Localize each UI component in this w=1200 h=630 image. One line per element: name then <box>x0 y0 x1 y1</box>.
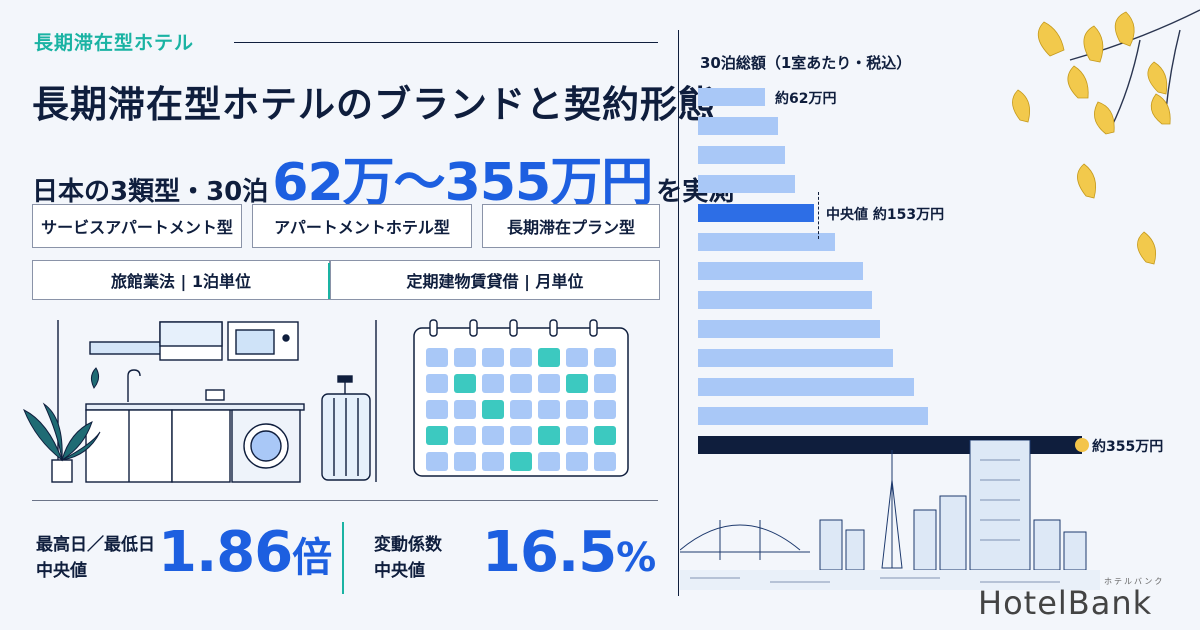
section-divider <box>32 500 658 501</box>
subtitle-prefix: 日本の3類型・30泊 <box>32 177 269 207</box>
hotelbank-logo[interactable]: HotelBank <box>978 584 1153 622</box>
chart-title: 30泊総額（1室あたり・税込） <box>700 54 912 72</box>
bar <box>698 378 914 396</box>
calendar-cell <box>426 374 448 393</box>
ratio-number: 1.86 <box>158 520 293 585</box>
tokyo-skyline-illustration <box>680 440 1100 590</box>
calendar-cell <box>510 426 532 445</box>
calendar-cell <box>594 400 616 419</box>
bar <box>698 407 928 425</box>
calendar-cell <box>426 348 448 367</box>
bar <box>698 320 880 338</box>
calendar-cell <box>594 452 616 471</box>
calendar-cell <box>454 400 476 419</box>
cv-label-line1: 変動係数 <box>374 535 442 555</box>
ratio-label: 最高日／最低日 中央値 <box>36 532 155 584</box>
calendar-cell <box>426 426 448 445</box>
panel-divider <box>678 30 679 596</box>
calendar-cell <box>566 348 588 367</box>
bar <box>698 88 765 106</box>
median-marker <box>818 192 819 239</box>
kitchen-laundry-illustration <box>23 320 377 483</box>
calendar-cell <box>594 374 616 393</box>
bar <box>698 146 785 164</box>
calendar-cell <box>538 348 560 367</box>
calendar-cell <box>454 452 476 471</box>
calendar-cell <box>510 452 532 471</box>
contract-hotel-law: 旅館業法 | 1泊単位 <box>32 260 330 300</box>
stat-separator <box>342 522 344 594</box>
bar <box>698 117 778 135</box>
cv-label: 変動係数 中央値 <box>374 532 442 584</box>
bar-annotation: 約355万円 <box>1092 439 1164 455</box>
calendar-cell <box>566 452 588 471</box>
bar <box>698 233 835 251</box>
ratio-label-line2: 中央値 <box>36 561 87 581</box>
cv-value: 16.5% <box>482 520 656 585</box>
calendar-cell <box>510 400 532 419</box>
cv-label-line2: 中央値 <box>374 561 425 581</box>
page-title: 長期滞在型ホテルのブランドと契約形態 <box>32 83 716 126</box>
calendar-cell <box>454 374 476 393</box>
type-apartment-hotel: アパートメントホテル型 <box>252 204 472 248</box>
calendar-cell <box>594 348 616 367</box>
calendar-cell <box>482 374 504 393</box>
cv-number: 16.5 <box>482 520 617 585</box>
ratio-unit: 倍 <box>292 535 332 581</box>
calendar-cell <box>538 400 560 419</box>
bar <box>698 349 893 367</box>
price-range: 62万〜355万円 <box>272 153 653 213</box>
calendar-cell <box>538 426 560 445</box>
calendar-cell <box>538 374 560 393</box>
type-long-stay-plan: 長期滞在プラン型 <box>482 204 660 248</box>
calendar-cell <box>426 400 448 419</box>
contract-fixed-lease: 定期建物賃貸借 | 月単位 <box>330 260 660 300</box>
max-dot <box>1075 438 1089 452</box>
logo-kana: ホテルバンク <box>1104 577 1165 586</box>
bar <box>698 262 863 280</box>
calendar-cell <box>510 348 532 367</box>
calendar-cell <box>482 452 504 471</box>
calendar-cell <box>426 452 448 471</box>
calendar-cell <box>594 426 616 445</box>
type-serviced-apartment: サービスアパートメント型 <box>32 204 242 248</box>
calendar-cell <box>454 426 476 445</box>
eyebrow: 長期滞在型ホテル <box>34 32 195 54</box>
calendar-illustration <box>413 319 629 477</box>
calendar-cell <box>510 374 532 393</box>
calendar-cell <box>538 452 560 471</box>
bar <box>698 291 872 309</box>
eyebrow-rule <box>234 42 658 43</box>
subtitle: 日本の3類型・30泊 62万〜355万円 を実測 <box>32 140 734 215</box>
calendar-cell <box>566 400 588 419</box>
calendar-cell <box>566 426 588 445</box>
ratio-label-line1: 最高日／最低日 <box>36 535 155 555</box>
calendar-cell <box>566 374 588 393</box>
ratio-value: 1.86倍 <box>158 520 332 585</box>
bar <box>698 204 814 222</box>
bar-annotation: 中央値 約153万円 <box>826 207 945 223</box>
cv-unit: % <box>616 535 656 581</box>
bar <box>698 175 795 193</box>
calendar-cell <box>482 400 504 419</box>
calendar-cell <box>482 348 504 367</box>
calendar-cell <box>454 348 476 367</box>
contract-separator <box>328 263 330 299</box>
ginkgo-decoration <box>1012 9 1200 265</box>
calendar-cell <box>482 426 504 445</box>
bar-annotation: 約62万円 <box>775 91 837 107</box>
